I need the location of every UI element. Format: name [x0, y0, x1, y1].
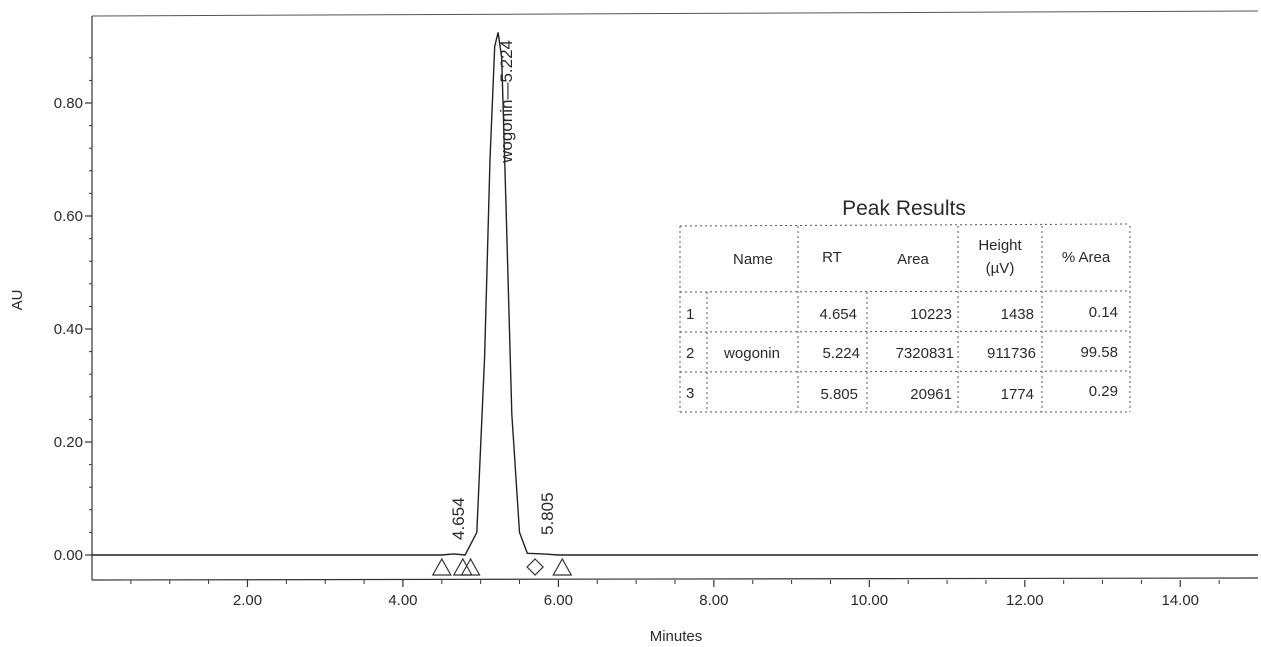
row-number: 3 [686, 385, 694, 402]
row-rt: 4.654 [819, 306, 857, 323]
peak-results-table: Peak Results Name RT Area Height (µV) % … [679, 197, 1131, 413]
row-pct-area: 99.58 [1080, 344, 1118, 361]
peak-label: 4.654 [449, 497, 468, 540]
table-row: 2 wogonin 5.224 7320831 911736 99.58 [686, 344, 1118, 362]
peak-marker-triangle [431, 557, 452, 576]
row-area: 10223 [910, 306, 952, 323]
col-header-pct-area: % Area [1062, 249, 1111, 266]
x-tick-label: 12.00 [1006, 592, 1044, 609]
row-number: 1 [686, 306, 694, 323]
col-header-height: Height [978, 237, 1022, 254]
row-name: wogonin [723, 345, 780, 362]
row-number: 2 [686, 345, 694, 362]
table-row-divider [679, 370, 1131, 373]
peak-label: wogonin—5.224 [497, 40, 516, 164]
y-tick-label: 0.00 [54, 547, 83, 564]
table-row: 1 4.654 10223 1438 0.14 [686, 304, 1118, 323]
y-axis-title: AU [9, 290, 26, 311]
row-area: 7320831 [896, 345, 954, 362]
x-axis-ticks: 2.00 4.00 6.00 8.00 10.00 12.00 14.00 [130, 580, 1220, 609]
peak-labels: 4.654 wogonin—5.224 5.805 [449, 40, 557, 540]
row-pct-area: 0.29 [1089, 383, 1118, 400]
plot-top-border [91, 10, 1259, 17]
table-border-top [679, 223, 1131, 227]
col-header-rt: RT [822, 249, 842, 266]
x-tick-label: 6.00 [544, 592, 573, 609]
x-tick-label: 2.00 [233, 592, 262, 609]
row-area: 20961 [910, 386, 952, 403]
y-tick-label: 0.60 [54, 208, 83, 225]
col-header-height-unit: (µV) [986, 260, 1015, 277]
x-tick-label: 10.00 [851, 592, 889, 609]
table-row-divider [679, 330, 1131, 333]
peak-marker-triangle [460, 557, 481, 576]
peak-table-title: Peak Results [842, 197, 966, 220]
x-tick-label: 4.00 [388, 592, 417, 609]
chromatogram-trace [92, 32, 1258, 556]
peak-markers [431, 557, 573, 576]
x-tick-label: 14.00 [1161, 592, 1199, 609]
row-pct-area: 0.14 [1089, 304, 1118, 321]
y-axis-ticks: 0.00 0.20 0.40 0.60 0.80 [54, 57, 92, 564]
y-tick-label: 0.80 [54, 95, 83, 112]
row-height: 1774 [1001, 386, 1034, 403]
peak-label: 5.805 [538, 492, 557, 535]
row-height: 1438 [1001, 306, 1034, 323]
x-axis-title: Minutes [650, 628, 703, 645]
table-border-header [679, 290, 1131, 293]
peak-marker-diamond [526, 558, 544, 576]
col-header-name: Name [733, 251, 773, 268]
row-rt: 5.805 [820, 386, 858, 403]
row-height: 911736 [987, 345, 1036, 362]
x-axis-line [91, 577, 1259, 581]
table-row: 3 5.805 20961 1774 0.29 [686, 383, 1118, 403]
col-header-area: Area [897, 251, 929, 268]
peak-marker-triangle [552, 557, 573, 576]
row-rt: 5.224 [822, 345, 860, 362]
x-tick-label: 8.00 [699, 592, 728, 609]
y-tick-label: 0.20 [54, 434, 83, 451]
y-tick-label: 0.40 [54, 321, 83, 338]
